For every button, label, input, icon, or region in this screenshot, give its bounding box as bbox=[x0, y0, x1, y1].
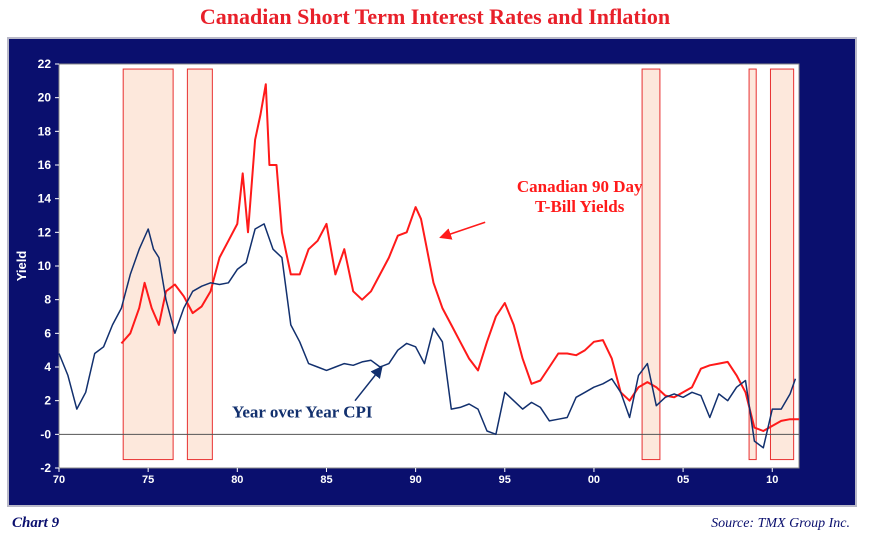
recession-band-2 bbox=[641, 68, 661, 461]
y-tick-label: 22 bbox=[38, 57, 52, 71]
chart-frame: -2 -0 2 4 6 8 10 12 14 16 18 20 22 70 75 80 85 90 95 00 05 10… bbox=[7, 37, 857, 507]
x-tick-label: 90 bbox=[410, 474, 422, 486]
x-tick-label: 10 bbox=[766, 474, 778, 486]
y-tick-label: 12 bbox=[38, 225, 52, 239]
chart-plot: -2 -0 2 4 6 8 10 12 14 16 18 20 22 70 75 80 85 90 95 00 05 10… bbox=[14, 57, 800, 486]
y-tick-label: 8 bbox=[44, 293, 51, 307]
x-tick-label: 70 bbox=[53, 474, 65, 486]
y-tick-label: 2 bbox=[44, 394, 51, 408]
y-tick-label: 18 bbox=[38, 124, 52, 138]
cpi-series-line bbox=[58, 223, 797, 449]
tbill-annotation-line-0: Canadian 90 Day bbox=[517, 177, 643, 196]
y-tick-label: 16 bbox=[38, 158, 52, 172]
x-tick-label: 00 bbox=[588, 474, 600, 486]
recession-band-4 bbox=[769, 68, 795, 461]
x-tick-label: 05 bbox=[677, 474, 689, 486]
recession-band-0 bbox=[122, 68, 174, 461]
x-tick-label: 80 bbox=[231, 474, 243, 486]
y-tick-label: 6 bbox=[44, 326, 51, 340]
recession-band-1 bbox=[186, 68, 213, 461]
y-tick-label: -0 bbox=[40, 427, 51, 441]
x-tick-label: 85 bbox=[320, 474, 332, 486]
cpi-annotation-arrow bbox=[354, 365, 383, 402]
chart-title: Canadian Short Term Interest Rates and I… bbox=[199, 4, 671, 29]
recession-band-3 bbox=[748, 68, 757, 461]
chart-number-label: Chart 9 bbox=[12, 515, 60, 531]
tbill-annotation-line-1: T-Bill Yields bbox=[535, 197, 625, 216]
y-tick-label: 20 bbox=[38, 91, 52, 105]
y-tick-label: -2 bbox=[40, 461, 51, 475]
y-tick-label: 14 bbox=[38, 192, 52, 206]
y-tick-label: 4 bbox=[44, 360, 51, 374]
source-note: Source: TMX Group Inc. bbox=[711, 516, 850, 531]
tbill-annotation-arrow bbox=[439, 221, 486, 240]
y-axis-label: Yield bbox=[14, 251, 29, 282]
cpi-annotation-label: Year over Year CPI bbox=[232, 403, 373, 422]
y-tick-label: 10 bbox=[38, 259, 52, 273]
x-tick-label: 95 bbox=[499, 474, 511, 486]
plot-area bbox=[58, 63, 800, 469]
x-tick-label: 75 bbox=[142, 474, 154, 486]
